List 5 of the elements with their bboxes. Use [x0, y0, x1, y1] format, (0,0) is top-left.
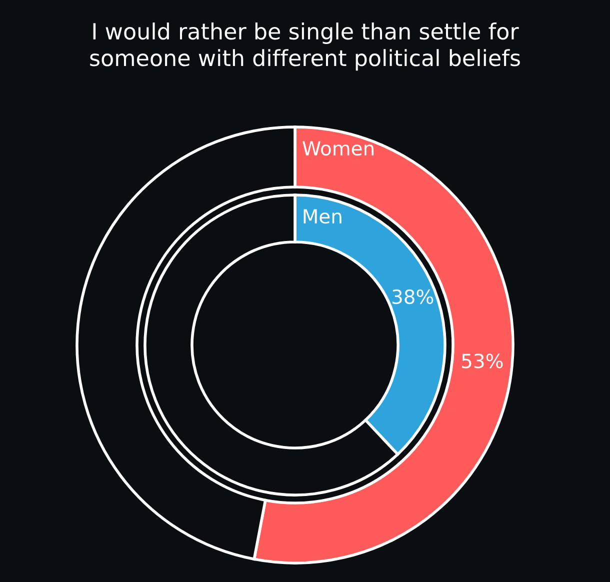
data-label: 53% [462, 354, 503, 368]
chart-title: I would rather be single than settle for someone with different political beliefs [90, 22, 520, 71]
slice-label: Men [304, 209, 342, 224]
slice-label: Women [302, 141, 374, 156]
data-label: 38% [392, 289, 434, 304]
